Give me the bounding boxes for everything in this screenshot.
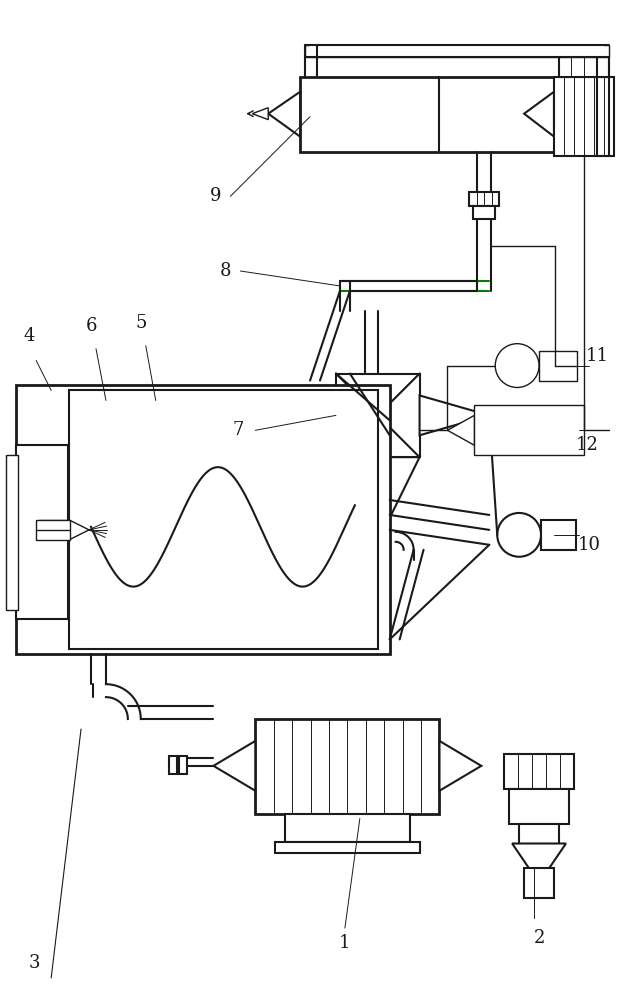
Bar [298,397,306,423]
Bar [179,756,186,774]
Bar [285,814,410,842]
Text: 7: 7 [233,421,244,439]
Bar [305,45,609,57]
Bar [519,824,559,844]
Circle shape [497,513,541,557]
Bar [336,374,420,457]
Bar [16,445,68,619]
Polygon shape [268,92,300,137]
Polygon shape [252,108,268,120]
Polygon shape [213,741,255,791]
Bar [469,192,499,206]
Bar [304,400,314,420]
Bar [473,206,495,219]
Text: 4: 4 [24,327,35,345]
Text: 2: 2 [534,929,545,947]
Polygon shape [336,457,420,522]
Bar [300,77,554,152]
Text: 3: 3 [28,954,40,972]
Polygon shape [448,415,475,445]
Text: 1: 1 [339,934,350,952]
Text: 8: 8 [220,262,231,280]
Polygon shape [420,395,489,435]
Bar [16,385,390,654]
Bar [541,520,576,550]
Bar [36,520,70,540]
Bar [69,390,377,649]
Bar [504,754,574,789]
Text: 5: 5 [135,314,147,332]
Bar [475,405,584,455]
Text: 11: 11 [585,347,608,365]
Polygon shape [439,741,482,791]
Bar [559,47,609,77]
Text: 12: 12 [575,436,598,454]
Bar [554,77,613,156]
Bar [524,868,554,898]
Text: 6: 6 [86,317,96,335]
Bar [539,351,577,381]
Polygon shape [512,844,566,868]
Text: 10: 10 [577,536,601,554]
Bar [39,520,69,530]
Polygon shape [524,92,554,137]
Bar [255,719,439,814]
Bar [168,756,177,774]
Polygon shape [69,520,89,540]
Bar [310,45,604,50]
Bar [509,789,569,824]
Circle shape [495,344,539,387]
Text: 9: 9 [210,187,221,205]
Bar [275,842,420,853]
Bar [6,455,18,610]
